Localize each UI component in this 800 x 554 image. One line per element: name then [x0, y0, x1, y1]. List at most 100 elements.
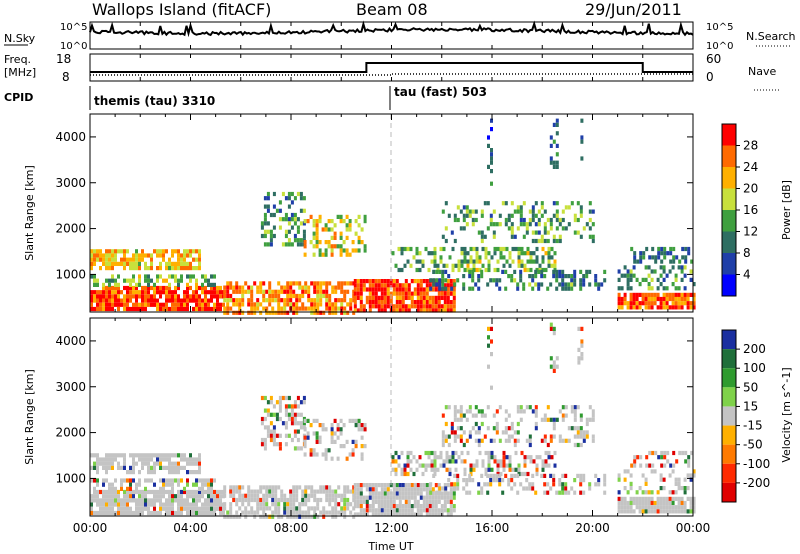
heatmap-cell	[259, 485, 263, 490]
heatmap-cell	[416, 504, 420, 509]
heatmap-cell	[579, 413, 583, 418]
heatmap-cell	[564, 413, 568, 418]
heatmap-cell	[165, 506, 168, 511]
heatmap-cell	[286, 497, 290, 503]
heatmap-cell	[468, 213, 472, 218]
heatmap-cell	[510, 274, 514, 279]
heatmap-cell	[453, 217, 457, 223]
heatmap-cell	[290, 416, 294, 422]
heatmap-cell	[235, 302, 239, 307]
heatmap-cell	[475, 463, 479, 468]
heatmap-cell	[353, 495, 357, 500]
heatmap-cell	[617, 509, 621, 514]
heatmap-cell	[265, 489, 269, 494]
power-colorbar-label: Power [dB]	[780, 180, 793, 240]
heatmap-cell	[318, 435, 322, 440]
heatmap-cell	[330, 227, 334, 232]
heatmap-cell	[656, 490, 660, 495]
heatmap-cell	[126, 502, 129, 507]
heatmap-cell	[635, 496, 639, 501]
heatmap-cell	[295, 489, 299, 494]
heatmap-cell	[558, 238, 562, 244]
heatmap-cell	[135, 298, 138, 303]
heatmap-cell	[689, 277, 693, 282]
heatmap-cell	[153, 298, 156, 303]
heatmap-cell	[356, 495, 360, 500]
heatmap-cell	[114, 261, 117, 266]
heatmap-cell	[290, 200, 294, 205]
heatmap-cell	[490, 160, 493, 165]
heatmap-cell	[620, 305, 624, 310]
heatmap-cell	[268, 506, 272, 511]
heatmap-cell	[123, 302, 126, 307]
heatmap-cell	[180, 261, 183, 266]
heatmap-cell	[444, 438, 448, 443]
heatmap-cell	[312, 235, 316, 240]
heatmap-cell	[195, 266, 198, 271]
heatmap-cell	[546, 482, 550, 487]
heatmap-cell	[651, 463, 655, 468]
heatmap-cell	[638, 292, 642, 297]
heatmap-cell	[477, 286, 481, 291]
heatmap-cell	[334, 506, 338, 511]
heatmap-cell	[287, 229, 291, 234]
heatmap-cell	[96, 470, 99, 475]
heatmap-cell	[371, 279, 375, 284]
heatmap-cell	[346, 302, 350, 307]
heatmap-cell	[274, 489, 278, 494]
heatmap-cell	[510, 486, 514, 491]
heatmap-cell	[360, 423, 364, 428]
heatmap-cell	[359, 499, 363, 504]
heatmap-cell	[238, 493, 242, 498]
heatmap-cell	[312, 448, 316, 453]
heatmap-cell	[129, 257, 132, 262]
heatmap-cell	[419, 512, 423, 517]
heatmap-cell	[603, 478, 607, 483]
x-tick-label: 04:00	[173, 521, 208, 535]
heatmap-cell	[321, 227, 325, 232]
heatmap-cell	[331, 306, 335, 311]
heatmap-cell	[638, 509, 642, 514]
heatmap-cell	[523, 263, 527, 268]
x-tick-label: 00:00	[676, 521, 711, 535]
heatmap-cell	[186, 285, 189, 291]
heatmap-cell	[299, 208, 303, 213]
heatmap-cell	[268, 485, 272, 490]
heatmap-cell	[453, 482, 457, 487]
heatmap-cell	[322, 485, 326, 490]
heatmap-cell	[219, 498, 222, 503]
heatmap-cell	[342, 444, 346, 449]
heatmap-cell	[102, 298, 105, 303]
heatmap-cell	[265, 485, 269, 490]
heatmap-cell	[680, 305, 684, 310]
heatmap-cell	[573, 213, 577, 218]
heatmap-cell	[244, 281, 248, 286]
heatmap-cell	[374, 491, 378, 496]
heatmap-cell	[510, 234, 514, 239]
heatmap-cell	[183, 294, 186, 299]
heatmap-cell	[312, 431, 316, 436]
heatmap-cell	[495, 426, 499, 431]
heatmap-cell	[468, 478, 472, 483]
heatmap-cell	[177, 298, 180, 303]
heatmap-cell	[459, 409, 463, 414]
heatmap-cell	[444, 201, 448, 206]
heatmap-cell	[692, 301, 696, 306]
heatmap-cell	[232, 493, 236, 498]
heatmap-cell	[582, 438, 586, 443]
heatmap-cell	[295, 506, 299, 511]
heatmap-cell	[394, 450, 398, 456]
heatmap-cell	[650, 505, 654, 510]
heatmap-cell	[451, 263, 455, 268]
heatmap-cell	[117, 306, 120, 312]
heatmap-cell	[204, 294, 207, 299]
heatmap-cell	[229, 281, 233, 286]
heatmap-cell	[219, 302, 222, 307]
heatmap-cell	[229, 502, 233, 507]
heatmap-cell	[659, 473, 663, 478]
heatmap-cell	[534, 409, 538, 414]
heatmap-cell	[662, 305, 666, 310]
heatmap-cell	[526, 455, 530, 460]
heatmap-cell	[330, 252, 334, 257]
heatmap-cell	[90, 453, 93, 458]
